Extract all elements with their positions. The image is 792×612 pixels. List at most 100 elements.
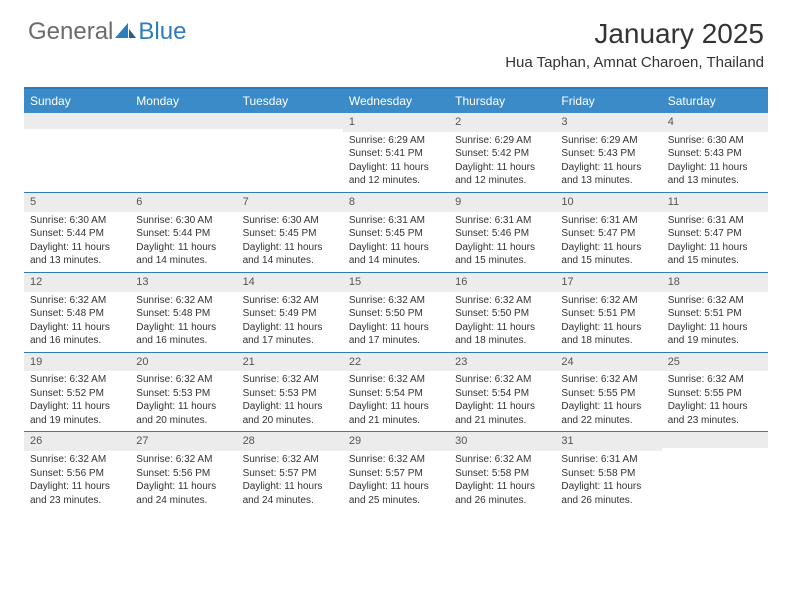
day-body: Sunrise: 6:32 AMSunset: 5:51 PMDaylight:…: [555, 292, 661, 352]
daylight-text: Daylight: 11 hours and 19 minutes.: [668, 321, 762, 348]
day-body: Sunrise: 6:32 AMSunset: 5:50 PMDaylight:…: [343, 292, 449, 352]
weeks-container: 1Sunrise: 6:29 AMSunset: 5:41 PMDaylight…: [24, 113, 768, 511]
weekday-sunday: Sunday: [24, 89, 130, 113]
daylight-text: Daylight: 11 hours and 23 minutes.: [668, 400, 762, 427]
day-body: Sunrise: 6:32 AMSunset: 5:49 PMDaylight:…: [237, 292, 343, 352]
sunset-text: Sunset: 5:53 PM: [136, 387, 230, 401]
daylight-text: Daylight: 11 hours and 20 minutes.: [243, 400, 337, 427]
day-number: 9: [449, 193, 555, 212]
day-number: 4: [662, 113, 768, 132]
day-body: Sunrise: 6:32 AMSunset: 5:57 PMDaylight:…: [343, 451, 449, 511]
day-number: [662, 432, 768, 448]
day-body: [130, 129, 236, 135]
day-number: [237, 113, 343, 129]
sunset-text: Sunset: 5:43 PM: [561, 147, 655, 161]
daylight-text: Daylight: 11 hours and 26 minutes.: [455, 480, 549, 507]
day-cell: 27Sunrise: 6:32 AMSunset: 5:56 PMDayligh…: [130, 432, 236, 511]
day-body: Sunrise: 6:32 AMSunset: 5:53 PMDaylight:…: [130, 371, 236, 431]
day-number: 17: [555, 273, 661, 292]
sunrise-text: Sunrise: 6:32 AM: [349, 373, 443, 387]
day-cell: 11Sunrise: 6:31 AMSunset: 5:47 PMDayligh…: [662, 193, 768, 272]
sunset-text: Sunset: 5:56 PM: [136, 467, 230, 481]
sunrise-text: Sunrise: 6:30 AM: [136, 214, 230, 228]
sunset-text: Sunset: 5:45 PM: [349, 227, 443, 241]
weekday-thursday: Thursday: [449, 89, 555, 113]
day-number: 16: [449, 273, 555, 292]
day-cell: 29Sunrise: 6:32 AMSunset: 5:57 PMDayligh…: [343, 432, 449, 511]
day-body: Sunrise: 6:32 AMSunset: 5:48 PMDaylight:…: [130, 292, 236, 352]
day-cell: 13Sunrise: 6:32 AMSunset: 5:48 PMDayligh…: [130, 273, 236, 352]
weekday-saturday: Saturday: [662, 89, 768, 113]
day-number: 29: [343, 432, 449, 451]
day-cell: 28Sunrise: 6:32 AMSunset: 5:57 PMDayligh…: [237, 432, 343, 511]
day-cell: 30Sunrise: 6:32 AMSunset: 5:58 PMDayligh…: [449, 432, 555, 511]
day-body: Sunrise: 6:31 AMSunset: 5:47 PMDaylight:…: [662, 212, 768, 272]
daylight-text: Daylight: 11 hours and 14 minutes.: [349, 241, 443, 268]
day-number: 7: [237, 193, 343, 212]
day-body: [662, 448, 768, 454]
sunrise-text: Sunrise: 6:31 AM: [349, 214, 443, 228]
weekday-header-row: Sunday Monday Tuesday Wednesday Thursday…: [24, 89, 768, 113]
day-cell: [24, 113, 130, 192]
day-body: Sunrise: 6:32 AMSunset: 5:53 PMDaylight:…: [237, 371, 343, 431]
daylight-text: Daylight: 11 hours and 23 minutes.: [30, 480, 124, 507]
day-number: 10: [555, 193, 661, 212]
day-number: 18: [662, 273, 768, 292]
sunrise-text: Sunrise: 6:31 AM: [561, 453, 655, 467]
day-cell: [130, 113, 236, 192]
daylight-text: Daylight: 11 hours and 21 minutes.: [349, 400, 443, 427]
sunset-text: Sunset: 5:55 PM: [668, 387, 762, 401]
sunset-text: Sunset: 5:47 PM: [561, 227, 655, 241]
calendar: Sunday Monday Tuesday Wednesday Thursday…: [24, 87, 768, 511]
daylight-text: Daylight: 11 hours and 26 minutes.: [561, 480, 655, 507]
sunrise-text: Sunrise: 6:32 AM: [455, 453, 549, 467]
day-cell: 25Sunrise: 6:32 AMSunset: 5:55 PMDayligh…: [662, 353, 768, 432]
sunrise-text: Sunrise: 6:30 AM: [243, 214, 337, 228]
header: General Blue January 2025 Hua Taphan, Am…: [0, 0, 792, 77]
day-body: Sunrise: 6:32 AMSunset: 5:55 PMDaylight:…: [555, 371, 661, 431]
sunrise-text: Sunrise: 6:31 AM: [668, 214, 762, 228]
day-number: 12: [24, 273, 130, 292]
day-number: 2: [449, 113, 555, 132]
day-body: Sunrise: 6:32 AMSunset: 5:56 PMDaylight:…: [130, 451, 236, 511]
daylight-text: Daylight: 11 hours and 17 minutes.: [243, 321, 337, 348]
day-cell: 17Sunrise: 6:32 AMSunset: 5:51 PMDayligh…: [555, 273, 661, 352]
sunset-text: Sunset: 5:54 PM: [455, 387, 549, 401]
day-body: Sunrise: 6:30 AMSunset: 5:44 PMDaylight:…: [24, 212, 130, 272]
day-body: Sunrise: 6:32 AMSunset: 5:50 PMDaylight:…: [449, 292, 555, 352]
day-cell: 23Sunrise: 6:32 AMSunset: 5:54 PMDayligh…: [449, 353, 555, 432]
day-number: 21: [237, 353, 343, 372]
sunrise-text: Sunrise: 6:29 AM: [455, 134, 549, 148]
day-cell: [237, 113, 343, 192]
week-row: 12Sunrise: 6:32 AMSunset: 5:48 PMDayligh…: [24, 272, 768, 352]
day-cell: 2Sunrise: 6:29 AMSunset: 5:42 PMDaylight…: [449, 113, 555, 192]
day-cell: 5Sunrise: 6:30 AMSunset: 5:44 PMDaylight…: [24, 193, 130, 272]
day-body: Sunrise: 6:31 AMSunset: 5:46 PMDaylight:…: [449, 212, 555, 272]
sunrise-text: Sunrise: 6:32 AM: [30, 453, 124, 467]
day-cell: 26Sunrise: 6:32 AMSunset: 5:56 PMDayligh…: [24, 432, 130, 511]
day-cell: 14Sunrise: 6:32 AMSunset: 5:49 PMDayligh…: [237, 273, 343, 352]
weekday-friday: Friday: [555, 89, 661, 113]
sunset-text: Sunset: 5:53 PM: [243, 387, 337, 401]
sunset-text: Sunset: 5:55 PM: [561, 387, 655, 401]
daylight-text: Daylight: 11 hours and 18 minutes.: [455, 321, 549, 348]
sunrise-text: Sunrise: 6:32 AM: [243, 373, 337, 387]
daylight-text: Daylight: 11 hours and 16 minutes.: [136, 321, 230, 348]
day-cell: 6Sunrise: 6:30 AMSunset: 5:44 PMDaylight…: [130, 193, 236, 272]
sunset-text: Sunset: 5:52 PM: [30, 387, 124, 401]
week-row: 26Sunrise: 6:32 AMSunset: 5:56 PMDayligh…: [24, 431, 768, 511]
day-body: Sunrise: 6:29 AMSunset: 5:43 PMDaylight:…: [555, 132, 661, 192]
logo-text-general: General: [28, 18, 113, 46]
sunset-text: Sunset: 5:57 PM: [349, 467, 443, 481]
weekday-tuesday: Tuesday: [237, 89, 343, 113]
sunset-text: Sunset: 5:57 PM: [243, 467, 337, 481]
day-cell: 20Sunrise: 6:32 AMSunset: 5:53 PMDayligh…: [130, 353, 236, 432]
daylight-text: Daylight: 11 hours and 24 minutes.: [136, 480, 230, 507]
day-number: 3: [555, 113, 661, 132]
day-number: 22: [343, 353, 449, 372]
day-body: Sunrise: 6:32 AMSunset: 5:54 PMDaylight:…: [343, 371, 449, 431]
location-text: Hua Taphan, Amnat Charoen, Thailand: [505, 54, 764, 71]
day-cell: 9Sunrise: 6:31 AMSunset: 5:46 PMDaylight…: [449, 193, 555, 272]
day-number: 25: [662, 353, 768, 372]
day-cell: 8Sunrise: 6:31 AMSunset: 5:45 PMDaylight…: [343, 193, 449, 272]
